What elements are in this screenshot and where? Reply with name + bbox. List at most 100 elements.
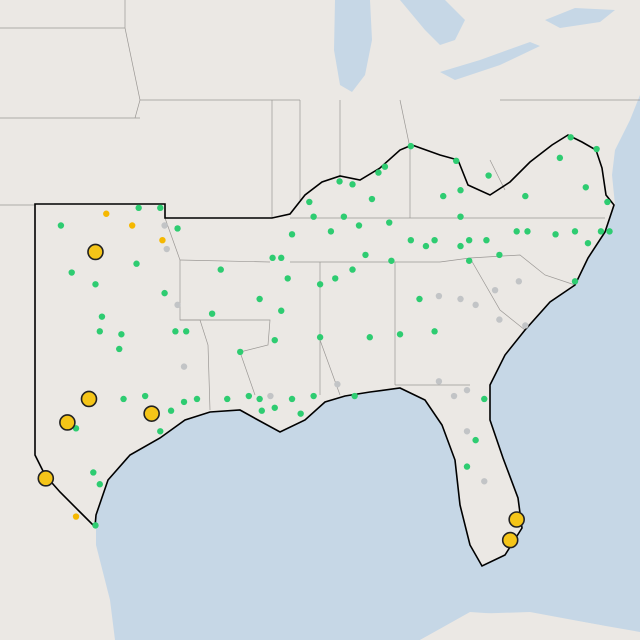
site-marker-green bbox=[463, 463, 471, 470]
site-marker-green bbox=[422, 242, 430, 250]
site-marker-green bbox=[57, 222, 65, 229]
site-marker-green bbox=[483, 236, 490, 244]
site-marker-green bbox=[375, 169, 382, 176]
site-marker-green bbox=[133, 260, 140, 267]
site-marker-green bbox=[465, 236, 473, 244]
site-marker-gray bbox=[174, 301, 181, 309]
site-marker-green bbox=[496, 251, 503, 259]
state-borders bbox=[0, 0, 640, 455]
site-marker-green bbox=[245, 392, 253, 400]
site-marker-green bbox=[284, 275, 291, 282]
site-marker-green bbox=[172, 328, 179, 335]
site-marker-green bbox=[524, 228, 531, 235]
site-marker-green bbox=[157, 204, 164, 212]
site-marker-green bbox=[416, 295, 423, 303]
site-marker-green bbox=[388, 257, 395, 264]
site-marker-green bbox=[349, 266, 356, 273]
ocean bbox=[96, 95, 640, 640]
site-marker-green bbox=[306, 198, 313, 206]
site-marker-green bbox=[161, 289, 168, 297]
site-marker-green bbox=[552, 231, 559, 238]
site-marker-green bbox=[522, 192, 529, 200]
site-marker-gray bbox=[163, 245, 170, 253]
site-marker-green bbox=[288, 395, 296, 403]
site-marker-green bbox=[485, 172, 492, 179]
site-marker-gray bbox=[161, 222, 168, 229]
site-marker-green bbox=[182, 328, 190, 335]
site-marker-green bbox=[118, 331, 125, 338]
site-marker-green bbox=[236, 348, 244, 356]
site-marker-green bbox=[584, 239, 592, 247]
site-marker-green bbox=[571, 278, 579, 285]
site-marker-green bbox=[271, 404, 278, 411]
site-marker-green bbox=[278, 254, 285, 262]
site-marker-green bbox=[256, 295, 263, 303]
site-marker-green bbox=[68, 269, 75, 276]
site-marker-green bbox=[256, 395, 263, 403]
site-marker-green bbox=[368, 195, 376, 203]
site-marker-green bbox=[135, 204, 142, 212]
site-marker-green bbox=[193, 395, 201, 403]
site-marker-green bbox=[440, 192, 447, 200]
site-marker-gray bbox=[463, 428, 471, 435]
site-marker-gray bbox=[457, 295, 464, 303]
site-marker-green bbox=[310, 392, 317, 400]
site-marker-yellow-large bbox=[508, 511, 525, 528]
site-marker-yellow-small bbox=[72, 513, 80, 520]
site-marker-green bbox=[472, 436, 479, 444]
site-marker-green bbox=[481, 395, 488, 403]
site-marker-green bbox=[597, 228, 605, 235]
lake-ontario bbox=[545, 8, 615, 28]
site-marker-green bbox=[431, 328, 438, 335]
site-marker-green bbox=[457, 187, 464, 194]
site-marker-green bbox=[224, 395, 231, 403]
site-marker-green bbox=[606, 228, 613, 235]
site-marker-green bbox=[355, 222, 363, 229]
site-marker-green bbox=[316, 281, 324, 288]
site-marker-green bbox=[567, 134, 574, 141]
site-marker-green bbox=[582, 184, 589, 191]
site-marker-gray bbox=[435, 378, 443, 385]
site-marker-green bbox=[269, 254, 276, 262]
site-marker-green bbox=[98, 313, 106, 320]
site-marker-green bbox=[366, 334, 373, 341]
region-outline bbox=[34, 134, 615, 568]
site-marker-green bbox=[513, 228, 520, 235]
site-marker-green bbox=[332, 275, 339, 282]
site-marker-green bbox=[556, 154, 564, 162]
site-marker-yellow-large bbox=[59, 414, 76, 431]
site-marker-gray bbox=[522, 322, 529, 329]
site-marker-yellow-small bbox=[103, 210, 110, 217]
site-marker-green bbox=[92, 522, 99, 529]
site-marker-green bbox=[381, 163, 389, 170]
site-marker-green bbox=[457, 213, 464, 220]
site-marker-yellow-large bbox=[501, 531, 519, 549]
site-marker-green bbox=[258, 407, 265, 414]
site-marker-green bbox=[465, 257, 473, 264]
lake-michigan bbox=[334, 0, 372, 92]
site-marker-green bbox=[351, 392, 358, 400]
site-marker-green bbox=[316, 334, 324, 341]
site-marker-green bbox=[336, 178, 343, 185]
site-marker-gray bbox=[435, 292, 443, 300]
site-marker-green bbox=[92, 281, 99, 288]
site-marker-yellow-small bbox=[128, 222, 136, 229]
site-marker-gray bbox=[472, 301, 479, 309]
site-marker-green bbox=[457, 242, 464, 250]
site-marker-green bbox=[96, 481, 103, 488]
site-marker-green bbox=[167, 407, 175, 414]
site-marker-green bbox=[593, 145, 600, 153]
site-marker-green bbox=[452, 157, 460, 165]
site-marker-green bbox=[340, 213, 348, 220]
cuba bbox=[420, 612, 640, 640]
site-marker-yellow-small bbox=[159, 236, 166, 244]
site-marker-green bbox=[141, 392, 149, 400]
site-marker-yellow-large bbox=[143, 405, 160, 422]
markers bbox=[37, 134, 613, 549]
site-marker-green bbox=[571, 228, 579, 235]
site-marker-gray bbox=[481, 478, 488, 485]
site-marker-green bbox=[96, 328, 103, 335]
site-marker-green bbox=[180, 398, 188, 406]
site-marker-green bbox=[431, 236, 438, 244]
site-marker-yellow-large bbox=[80, 390, 98, 408]
